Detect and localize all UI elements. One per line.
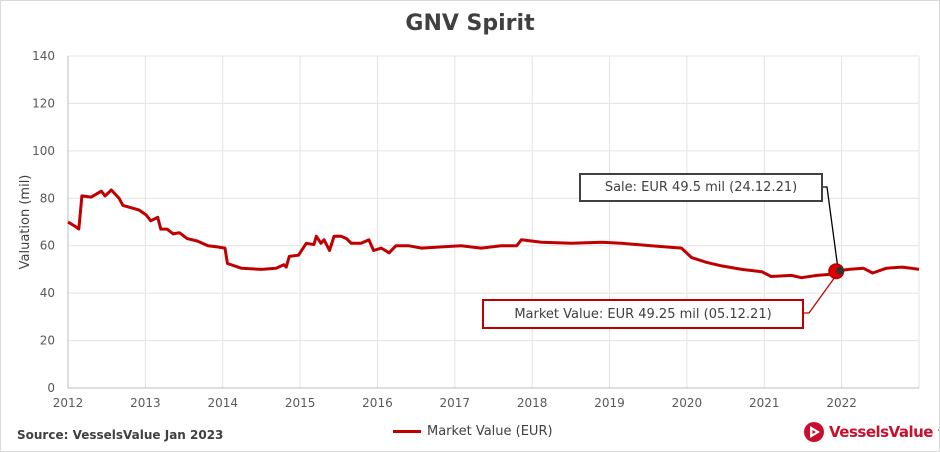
y-tick-label: 100 bbox=[32, 144, 55, 158]
x-tick-label: 2016 bbox=[362, 396, 393, 410]
x-tick-label: 2018 bbox=[517, 396, 548, 410]
x-tick-label: 2014 bbox=[207, 396, 238, 410]
x-tick-label: 2015 bbox=[285, 396, 316, 410]
series-line-market-value bbox=[67, 188, 920, 280]
x-tick-label: 2013 bbox=[130, 396, 161, 410]
legend-label: Market Value (EUR) bbox=[427, 424, 553, 439]
x-tick-label: 2022 bbox=[826, 396, 857, 410]
y-ticks: 0 20 40 60 80 100 120 140 bbox=[32, 49, 55, 395]
x-tick-label: 2021 bbox=[749, 396, 780, 410]
y-tick-label: 80 bbox=[40, 191, 55, 205]
grid bbox=[67, 55, 920, 389]
x-tick-label: 2012 bbox=[53, 396, 84, 410]
x-ticks: 2012 2013 2014 2015 2016 2017 2018 2019 2020 2021… bbox=[53, 396, 857, 410]
logo-tm: ™ bbox=[937, 429, 939, 436]
chart-title: GNV Spirit bbox=[405, 11, 535, 36]
x-tick-label: 2019 bbox=[594, 396, 625, 410]
y-tick-label: 60 bbox=[40, 239, 55, 253]
source-note: Source: VesselsValue Jan 2023 bbox=[17, 428, 224, 442]
sale-leader-line bbox=[821, 186, 839, 270]
logo-text: VesselsValue bbox=[829, 423, 933, 441]
x-tick-label: 2017 bbox=[440, 396, 471, 410]
sale-annotation: Sale: EUR 49.5 mil (24.12.21) bbox=[579, 173, 823, 202]
y-tick-label: 20 bbox=[40, 334, 55, 348]
y-tick-label: 40 bbox=[40, 286, 55, 300]
market-value-leader-line bbox=[802, 276, 836, 314]
market-value-annotation: Market Value: EUR 49.25 mil (05.12.21) bbox=[482, 299, 804, 329]
y-tick-label: 0 bbox=[47, 381, 55, 395]
legend: Market Value (EUR) bbox=[393, 424, 553, 439]
logo-icon bbox=[804, 422, 824, 442]
y-tick-label: 120 bbox=[32, 96, 55, 110]
vesselsvalue-logo: VesselsValue ™ bbox=[803, 421, 939, 443]
y-tick-label: 140 bbox=[32, 49, 55, 63]
sale-marker bbox=[836, 266, 845, 275]
y-axis-label: Valuation (mil) bbox=[18, 175, 33, 270]
x-tick-label: 2020 bbox=[672, 396, 703, 410]
legend-swatch bbox=[393, 430, 421, 433]
